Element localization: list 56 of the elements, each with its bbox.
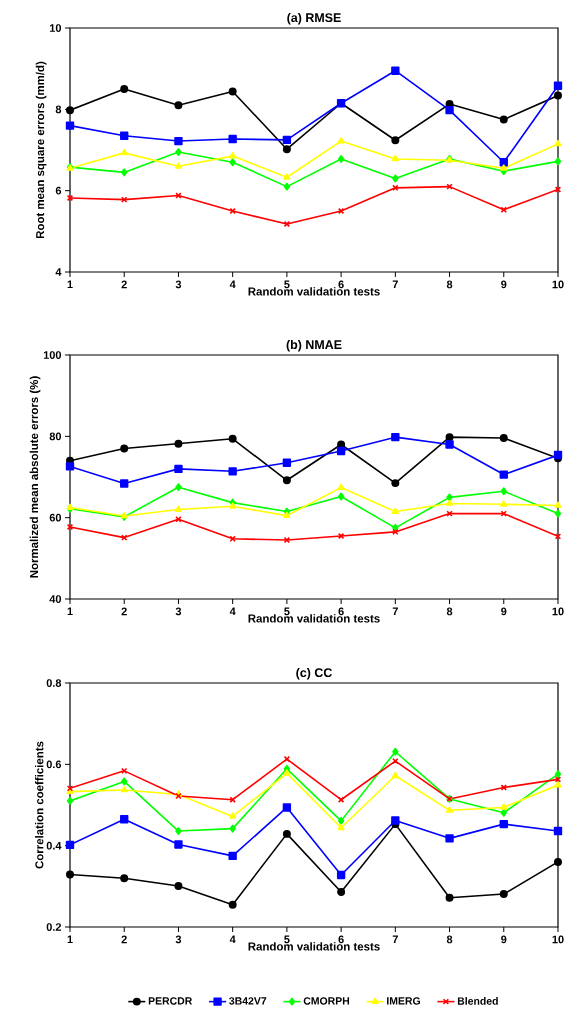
x-axis-title: Random validation tests <box>248 287 380 296</box>
y-tick-label: 10 <box>49 24 62 32</box>
legend-label: IMERG <box>387 997 420 1005</box>
x-tick-label: 5 <box>284 280 290 289</box>
x-tick-label: 2 <box>121 935 127 944</box>
y-tick-label: 0.6 <box>46 760 62 769</box>
x-tick-label: 6 <box>338 607 344 616</box>
x-tick-label: 8 <box>446 280 453 289</box>
x-tick-label: 10 <box>552 280 564 289</box>
x-tick-label: 3 <box>175 607 182 616</box>
y-tick-label: 6 <box>55 186 62 195</box>
y-tick-label: 0.8 <box>46 679 62 687</box>
y-tick-label: 0.2 <box>46 923 62 931</box>
x-tick-label: 5 <box>284 607 290 616</box>
x-tick-label: 8 <box>446 935 453 944</box>
x-tick-label: 8 <box>446 607 453 616</box>
y-tick-label: 40 <box>49 595 62 603</box>
y-tick-label: 80 <box>49 432 62 441</box>
y-tick-label: 8 <box>55 105 62 114</box>
x-tick-label: 1 <box>67 607 73 616</box>
x-tick-label: 3 <box>175 280 182 289</box>
x-tick-label: 5 <box>284 935 290 944</box>
y-tick-label: 4 <box>55 268 62 276</box>
chart-title: (c) CC <box>296 667 332 680</box>
y-axis-title: Normalized mean absolute errors (%) <box>29 376 41 578</box>
x-tick-label: 6 <box>338 935 344 944</box>
legend-label: PERCDR <box>148 997 193 1005</box>
x-tick-label: 9 <box>501 280 507 289</box>
y-tick-label: 60 <box>49 513 62 522</box>
x-tick-label: 4 <box>229 607 236 616</box>
legend-label: CMORPH <box>303 997 350 1005</box>
x-tick-label: 3 <box>175 935 182 944</box>
y-tick-label: 100 <box>43 351 62 359</box>
x-tick-label: 9 <box>501 607 507 616</box>
x-axis-title: Random validation tests <box>248 942 380 951</box>
x-tick-label: 2 <box>121 607 127 616</box>
chart-title: (b) NMAE <box>286 339 342 352</box>
x-tick-label: 10 <box>552 935 564 944</box>
x-tick-label: 1 <box>67 280 73 289</box>
legend-label: Blended <box>457 997 498 1005</box>
x-tick-label: 7 <box>392 607 398 616</box>
x-tick-label: 10 <box>552 607 564 616</box>
x-tick-label: 7 <box>392 280 398 289</box>
legend-label: 3B42V7 <box>229 997 267 1005</box>
x-axis-title: Random validation tests <box>248 614 380 623</box>
x-tick-label: 1 <box>67 935 73 944</box>
x-tick-label: 4 <box>229 280 236 289</box>
x-tick-label: 2 <box>121 280 127 289</box>
x-tick-label: 9 <box>501 935 507 944</box>
x-tick-label: 7 <box>392 935 398 944</box>
y-axis-title: Root mean square errors (mm/d) <box>35 61 47 239</box>
x-tick-label: 6 <box>338 280 344 289</box>
y-tick-label: 0.4 <box>46 841 62 850</box>
x-tick-label: 4 <box>229 935 236 944</box>
y-axis-title: Correlation coefficients <box>35 741 44 869</box>
chart-title: (a) RMSE <box>287 12 341 25</box>
